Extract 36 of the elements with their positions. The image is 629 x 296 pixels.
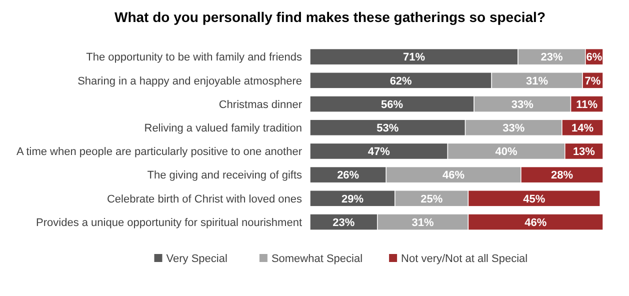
data-label: 29% xyxy=(341,193,364,206)
data-label: 46% xyxy=(524,216,547,229)
data-label: 31% xyxy=(412,216,434,229)
data-label: 26% xyxy=(337,170,360,182)
y-tick-label: Sharing in a happy and enjoyable atmosphere xyxy=(78,75,302,88)
data-label: 25% xyxy=(420,193,443,206)
y-tick-label: The opportunity to be with family and friends xyxy=(86,52,302,64)
chart-title: What do you personally find makes these gatherings so special? xyxy=(114,9,546,25)
data-label: 11% xyxy=(576,98,598,111)
y-tick-label: Reliving a valued family tradition xyxy=(144,122,302,134)
data-label: 28% xyxy=(550,170,574,182)
data-label: 71% xyxy=(403,52,426,64)
data-label: 13% xyxy=(572,146,596,158)
data-label: 33% xyxy=(502,122,525,134)
data-label: 7% xyxy=(584,75,601,88)
legend-label: Very Special xyxy=(166,252,228,265)
legend-label: Somewhat Special xyxy=(271,252,363,265)
data-label: 40% xyxy=(495,146,518,158)
data-label: 6% xyxy=(586,52,602,64)
data-label: 46% xyxy=(442,170,465,182)
legend-label: Not very/Not at all Special xyxy=(401,252,528,265)
y-tick-label: A time when people are particularly positive to one another xyxy=(16,146,302,158)
y-tick-label: Provides a unique opportunity for spiritual nourishment xyxy=(36,216,302,229)
data-label: 33% xyxy=(511,98,534,111)
data-label: 23% xyxy=(540,52,563,64)
data-label: 23% xyxy=(332,216,355,229)
y-tick-label: The giving and receiving of gifts xyxy=(147,170,302,182)
data-label: 53% xyxy=(376,122,399,134)
data-label: 47% xyxy=(368,146,390,158)
data-label: 56% xyxy=(381,98,404,111)
data-label: 62% xyxy=(390,75,412,88)
data-label: 31% xyxy=(526,75,548,88)
y-tick-label: Celebrate birth of Christ with loved ones xyxy=(106,193,302,206)
data-label: 14% xyxy=(571,122,594,134)
y-tick-label: Christmas dinner xyxy=(218,98,302,111)
data-label: 45% xyxy=(523,193,546,206)
